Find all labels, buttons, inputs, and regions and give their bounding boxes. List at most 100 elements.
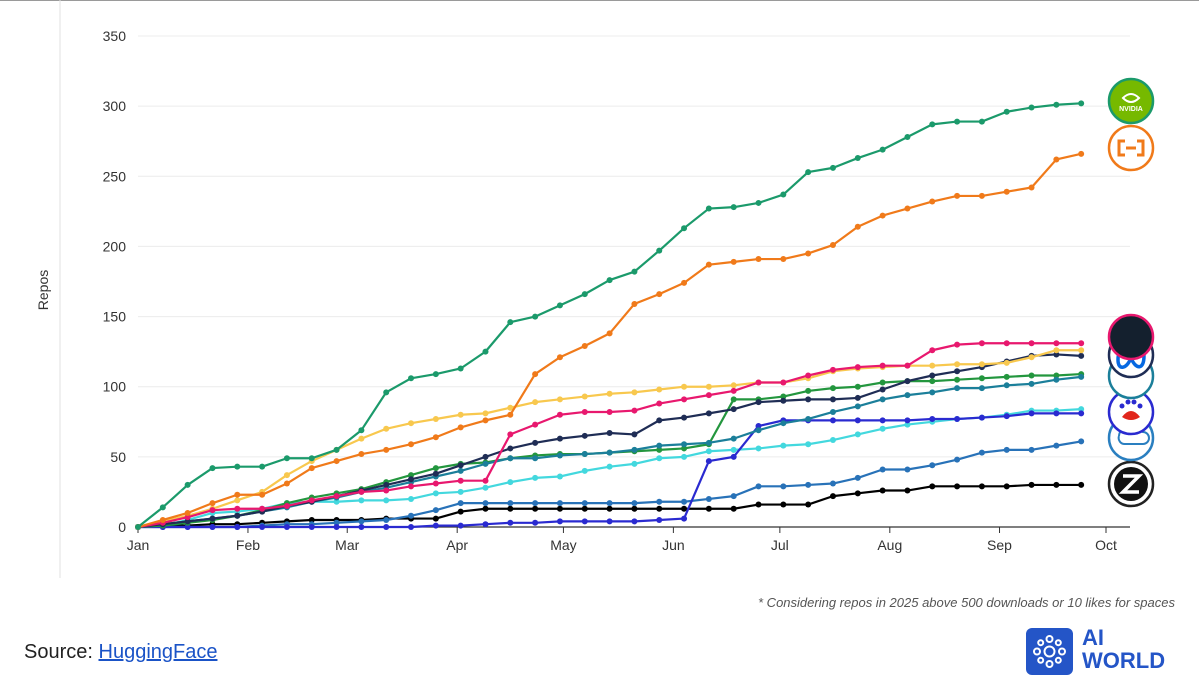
data-point bbox=[1028, 354, 1035, 361]
data-point bbox=[283, 524, 290, 530]
data-point bbox=[1078, 340, 1085, 347]
data-point bbox=[829, 480, 836, 487]
data-point bbox=[780, 501, 787, 508]
x-tick-label: May bbox=[550, 537, 576, 553]
brand-line-2: WORLD bbox=[1082, 648, 1166, 673]
data-point bbox=[1078, 352, 1085, 359]
data-point bbox=[1003, 340, 1010, 347]
data-point bbox=[1078, 100, 1085, 107]
data-point bbox=[606, 390, 613, 397]
zhipu-z bbox=[1118, 474, 1144, 494]
data-point bbox=[730, 493, 737, 500]
data-point bbox=[234, 497, 241, 504]
data-point bbox=[482, 410, 489, 417]
data-point bbox=[209, 507, 216, 514]
data-point bbox=[805, 441, 812, 448]
data-point bbox=[283, 502, 290, 509]
data-point bbox=[532, 399, 539, 406]
data-point bbox=[1078, 410, 1085, 417]
data-point bbox=[681, 383, 688, 390]
data-point bbox=[656, 498, 663, 505]
data-point bbox=[457, 411, 464, 418]
data-point bbox=[879, 466, 886, 473]
data-point bbox=[681, 515, 688, 522]
data-point bbox=[1003, 359, 1010, 366]
data-point bbox=[358, 488, 365, 495]
data-point bbox=[209, 465, 216, 472]
data-point bbox=[209, 500, 216, 507]
data-point bbox=[929, 372, 936, 379]
data-point bbox=[780, 256, 787, 263]
data-point bbox=[556, 518, 563, 525]
data-point bbox=[507, 404, 514, 411]
data-point bbox=[705, 448, 712, 455]
data-point bbox=[631, 500, 638, 507]
data-point bbox=[507, 505, 514, 512]
data-point bbox=[1003, 446, 1010, 453]
data-point bbox=[805, 387, 812, 394]
data-point bbox=[507, 411, 514, 418]
data-point bbox=[829, 396, 836, 403]
data-point bbox=[879, 386, 886, 393]
data-point bbox=[954, 341, 961, 348]
data-point bbox=[581, 393, 588, 400]
data-point bbox=[978, 340, 985, 347]
data-point bbox=[358, 435, 365, 442]
data-point bbox=[730, 453, 737, 460]
data-point bbox=[780, 397, 787, 404]
data-point bbox=[383, 497, 390, 504]
data-point bbox=[606, 330, 613, 337]
x-tick-label: Apr bbox=[446, 537, 468, 553]
source-link[interactable]: HuggingFace bbox=[98, 641, 218, 663]
data-point bbox=[358, 524, 365, 530]
data-point bbox=[631, 407, 638, 414]
data-point bbox=[234, 524, 241, 530]
data-point bbox=[259, 463, 266, 470]
alibaba-bracket bbox=[1117, 139, 1145, 157]
data-point bbox=[1078, 481, 1085, 488]
brand-line-1: AI bbox=[1082, 625, 1104, 650]
data-point bbox=[234, 491, 241, 498]
data-point bbox=[631, 460, 638, 467]
data-point bbox=[929, 415, 936, 422]
data-point bbox=[581, 518, 588, 525]
data-point bbox=[656, 400, 663, 407]
data-point bbox=[730, 258, 737, 265]
data-point bbox=[929, 378, 936, 385]
y-tick-label: 350 bbox=[103, 28, 127, 44]
data-point bbox=[681, 279, 688, 286]
data-point bbox=[954, 192, 961, 199]
data-point bbox=[879, 396, 886, 403]
data-point bbox=[829, 437, 836, 444]
data-point bbox=[829, 417, 836, 424]
data-point bbox=[904, 487, 911, 494]
data-point bbox=[507, 479, 514, 486]
alibaba-cloud-logo-icon bbox=[1107, 124, 1155, 172]
data-point bbox=[457, 462, 464, 469]
data-point bbox=[606, 408, 613, 415]
data-point bbox=[681, 505, 688, 512]
data-point bbox=[432, 507, 439, 514]
data-point bbox=[532, 421, 539, 428]
data-point bbox=[805, 501, 812, 508]
data-point bbox=[755, 422, 762, 429]
data-point bbox=[805, 396, 812, 403]
data-point bbox=[333, 493, 340, 500]
data-point bbox=[978, 414, 985, 421]
data-point bbox=[954, 456, 961, 463]
data-point bbox=[408, 375, 415, 382]
data-point bbox=[482, 505, 489, 512]
source-label: Source: bbox=[24, 641, 93, 663]
data-point bbox=[1003, 373, 1010, 380]
data-point bbox=[929, 121, 936, 128]
data-point bbox=[432, 470, 439, 477]
data-point bbox=[1003, 188, 1010, 195]
data-point bbox=[854, 431, 861, 438]
data-point bbox=[432, 480, 439, 487]
y-tick-label: 100 bbox=[103, 379, 127, 395]
data-point bbox=[929, 462, 936, 469]
data-point bbox=[432, 490, 439, 497]
data-point bbox=[383, 425, 390, 432]
nvidia-logo-icon: NVIDIA bbox=[1107, 77, 1155, 125]
data-point bbox=[383, 524, 390, 530]
